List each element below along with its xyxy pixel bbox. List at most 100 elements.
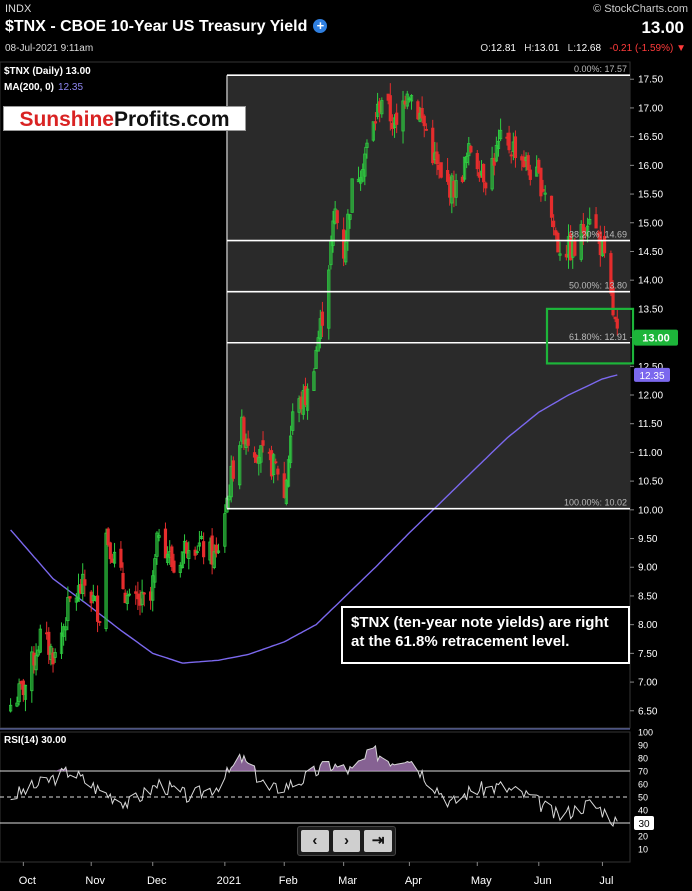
candle-body [121,573,125,590]
y-tick-label: 13.50 [638,304,663,315]
candle-body [231,460,235,479]
high-value: 13.01 [534,43,560,54]
last-price-tag-label: 13.00 [642,333,670,345]
scroll-left-button[interactable]: ‹ [301,830,329,852]
candle-body [34,655,38,671]
y-tick-label: 6.50 [638,706,658,717]
candle-body [252,452,257,458]
candle-body [291,411,295,431]
candle-body [312,371,316,391]
candle-body [305,388,310,411]
candle-body [613,316,617,320]
x-tick-label: Feb [279,875,298,887]
candle-body [537,159,541,173]
candle-body [64,626,68,631]
y-tick-label: 17.50 [638,75,663,86]
candle-body [401,100,405,132]
y-tick-label: 15.50 [638,190,663,201]
candle-body [112,551,117,564]
candle-body [227,495,231,501]
scroll-right-button[interactable]: › [332,830,361,852]
x-tick-label: Dec [147,875,167,887]
candle-body [581,223,585,234]
candle-body [556,232,560,253]
candle-body [552,220,556,228]
candle-body [445,170,450,182]
candle-body [585,225,590,237]
candle-body [163,528,168,559]
x-tick-label: May [471,875,492,887]
candle-body [335,210,339,224]
candle-body [549,195,554,218]
candle-body [380,100,384,115]
rsi-y-tick-label: 90 [638,741,648,751]
candle-body [431,127,435,164]
chart-title-text: $TNX - CBOE 10-Year US Treasury Yield [5,18,308,35]
y-tick-label: 7.50 [638,649,658,660]
candle-body [350,178,354,213]
ohlc-readout: O:12.81 H:13.01 L:12.68 -0.21 (-1.59%) ▼ [480,43,686,54]
candle-body [454,180,458,198]
candle-body [344,241,348,263]
candle-body [475,153,479,170]
candle-body [223,513,227,547]
brand-logo-part1: Sunshine [19,108,114,131]
rsi-panel [0,731,631,863]
candle-body [66,596,70,622]
y-tick-label: 16.50 [638,132,663,143]
ma200-line [10,374,618,664]
ma-legend: MA(200, 0) [4,82,54,93]
last-price-tag [634,329,678,346]
candle-body [195,551,199,554]
x-tick-label: Jun [534,875,552,887]
down-arrow-icon: ▼ [676,43,686,54]
candle-body [496,140,501,150]
x-tick-label: 2021 [217,875,241,887]
candle-body [242,417,246,445]
candle-body [157,535,161,538]
candle-body [424,128,428,131]
candle-body [602,235,607,254]
candle-body [528,169,532,180]
candle-body [579,224,583,260]
candle-body [284,480,288,504]
candle-body [289,435,293,463]
candle-body [23,684,28,700]
fib-label: 38.20%: 14.69 [569,230,627,240]
candle-body [151,575,155,601]
candle-body [178,564,182,573]
candle-body [490,158,494,190]
candle-body [316,337,320,352]
candle-body [165,554,170,563]
candle-body [202,541,206,558]
candle-body [594,214,598,229]
candle-body [180,551,185,569]
candle-body [142,592,146,595]
candle-body [62,626,66,637]
annotation-box: $TNX (ten-year note yields) are right at… [341,606,630,664]
candle-body [409,95,414,102]
scroll-to-end-button[interactable]: ⇥ [364,830,393,852]
candle-body [229,465,233,498]
candle-body [15,702,19,707]
candle-body [83,579,87,586]
candle-body [331,220,335,246]
y-tick-label: 14.00 [638,276,663,287]
fib-label: 50.00%: 13.80 [569,281,627,291]
candle-body [435,151,439,165]
candle-body [153,558,157,583]
candle-body [509,154,513,157]
candle-body [541,189,545,192]
y-tick-label: 8.00 [638,620,658,631]
add-to-list-icon[interactable]: + [313,19,328,33]
candle-body [314,349,318,369]
candle-body [76,585,81,602]
candle-body [134,591,138,594]
low-value: 12.68 [576,43,602,54]
rsi-y-tick-label: 70 [638,767,648,777]
y-tick-label: 12.00 [638,391,663,402]
rsi-y-tick-label: 10 [638,845,648,855]
candle-body [127,593,131,596]
candle-body [327,269,331,329]
candle-body [30,651,34,692]
